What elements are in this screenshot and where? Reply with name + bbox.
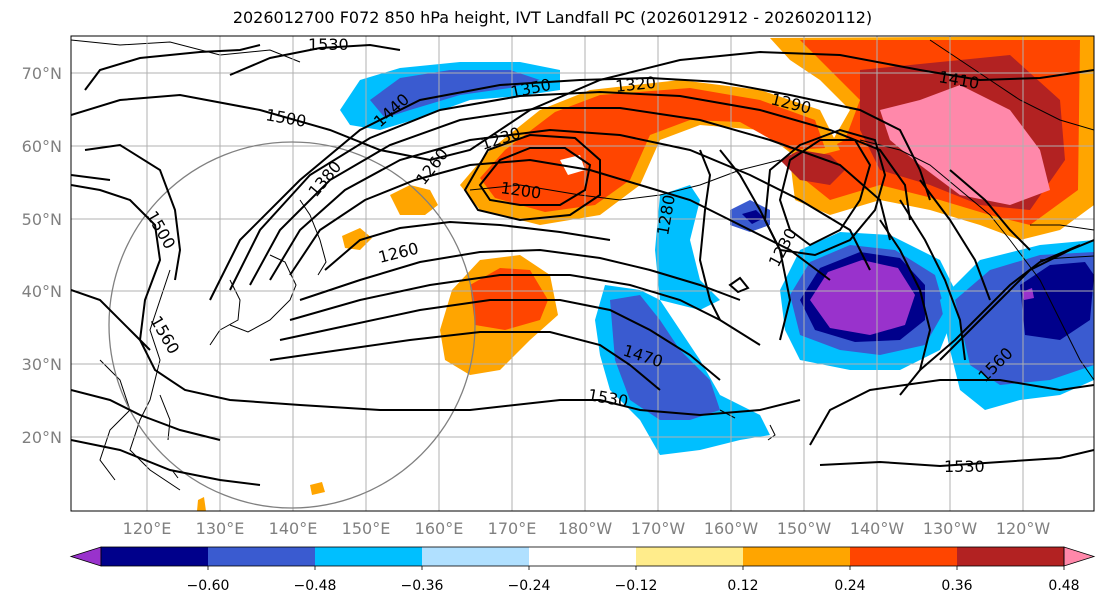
colorbar-extend-low (69, 546, 102, 567)
colorbar-tick-label: 0.48 (1048, 578, 1079, 594)
map-plot-area: 1530 1500 1350 1320 1410 1290 1440 1230 … (71, 15, 1094, 511)
colorbar: −0.60 −0.48 −0.36 −0.24 −0.12 0.12 0.24 0.36 0.4… (69, 546, 1096, 594)
lon-label: 150°E (342, 519, 391, 538)
lon-label: 160°W (704, 519, 759, 538)
colorbar-bin (743, 547, 851, 566)
colorbar-tick-label: 0.24 (834, 578, 865, 594)
height-contours (71, 43, 1094, 486)
contour-label: 1530 (308, 35, 349, 54)
colorbar-tick-label: −0.48 (294, 578, 337, 594)
colorbar-outline (100, 546, 1065, 567)
ivt-positive-shading (197, 36, 1094, 511)
colorbar-bin (957, 547, 1065, 566)
lat-label: 50°N (22, 210, 62, 229)
contour-label: 1320 (614, 73, 656, 96)
map-frame (70, 35, 1095, 512)
graticule (71, 36, 1094, 511)
colorbar-bin (850, 547, 958, 566)
contour-label: 1530 (944, 457, 985, 476)
region-circle (108, 141, 476, 509)
lon-label: 170°W (631, 519, 686, 538)
colorbar-tick-label: −0.60 (187, 578, 230, 594)
lat-label: 30°N (22, 355, 62, 374)
colorbar-bin (315, 547, 423, 566)
colorbar-tick-label: −0.12 (615, 578, 658, 594)
colorbar-bin (208, 547, 316, 566)
lon-label: 140°E (269, 519, 318, 538)
lat-label: 60°N (22, 137, 62, 156)
colorbar-tick-label: 0.36 (941, 578, 972, 594)
lon-label: 160°E (415, 519, 464, 538)
latitude-labels: 70°N 60°N 50°N 40°N 30°N 20°N (22, 64, 62, 447)
lat-label: 20°N (22, 428, 62, 447)
lon-label: 130°W (923, 519, 978, 538)
colorbar-bin (636, 547, 744, 566)
lon-label: 180°W (558, 519, 613, 538)
map-title: 2026012700 F072 850 hPa height, IVT Land… (232, 8, 873, 27)
colorbar-extend-high (1063, 546, 1096, 567)
contour-label: 1260 (268, 15, 309, 34)
ivt-negative-shading (340, 62, 1094, 455)
lat-label: 40°N (22, 282, 62, 301)
colorbar-tick-label: −0.24 (508, 578, 551, 594)
lon-label: 130°E (196, 519, 245, 538)
lon-label: 170°E (488, 519, 537, 538)
colorbar-bin (422, 547, 530, 566)
colorbar-tick-label: −0.36 (401, 578, 444, 594)
colorbar-bin (101, 547, 209, 566)
colorbar-bin (529, 547, 637, 566)
coastlines (71, 39, 1094, 491)
longitude-labels: 120°E 130°E 140°E 150°E 160°E 170°E 180°… (123, 519, 1051, 538)
lon-label: 120°E (123, 519, 172, 538)
lon-label: 120°W (996, 519, 1051, 538)
lon-label: 150°W (777, 519, 832, 538)
lon-label: 140°W (850, 519, 905, 538)
lat-label: 70°N (22, 64, 62, 83)
colorbar-tick-label: 0.12 (727, 578, 758, 594)
